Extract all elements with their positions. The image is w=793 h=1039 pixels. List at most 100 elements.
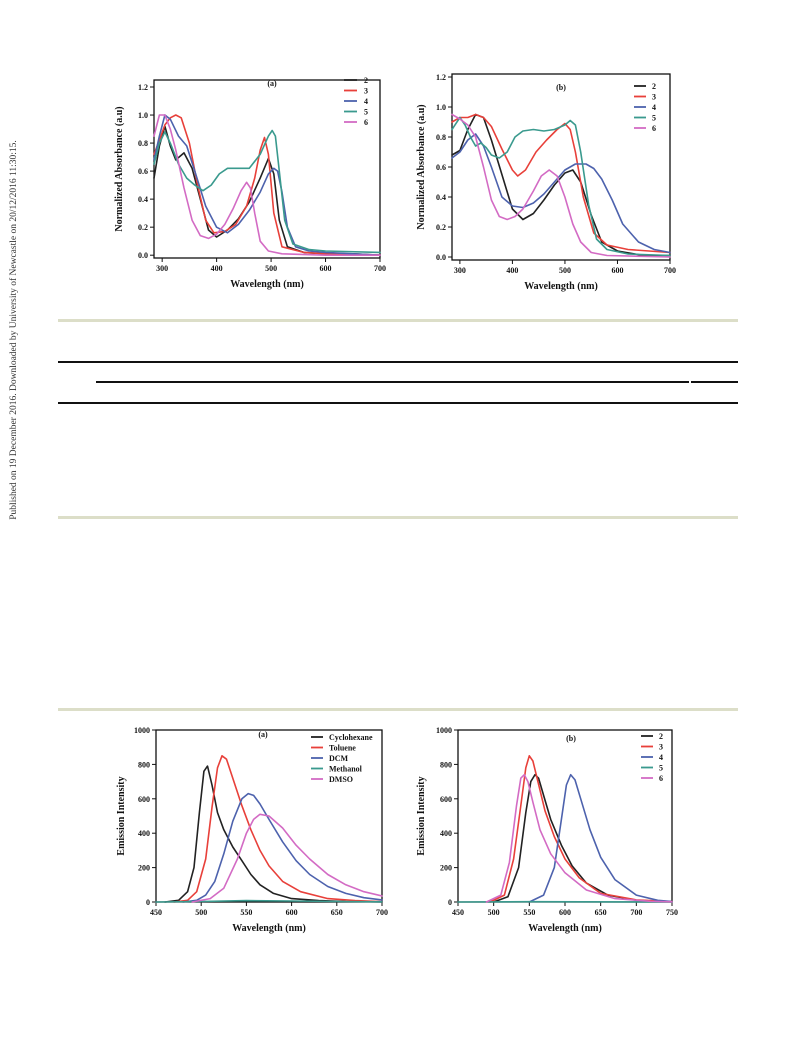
legend-label: 3 — [364, 87, 368, 96]
legend-label: 2 — [364, 76, 368, 85]
x-tick-label: 700 — [630, 908, 642, 917]
series-line-6 — [153, 114, 381, 256]
legend-label: 2 — [659, 732, 663, 741]
x-tick-label: 500 — [195, 908, 207, 917]
table-column-rule — [96, 381, 689, 383]
citation-text: Published on 19 December 2016. Downloade… — [9, 140, 19, 520]
y-axis-label: Emission Intensity — [416, 776, 427, 855]
emission-chart-b: 450 500 550 600 650 700 750 0 200 400 600 800 1000 Wa… — [416, 726, 678, 934]
emission-chart-a: 450 500 550 600 650 700 0 200 400 600 800 1000 Wavel… — [116, 726, 388, 934]
x-tick-label: 700 — [664, 266, 676, 275]
x-tick-label: 550 — [523, 908, 535, 917]
legend-label: 6 — [659, 774, 663, 783]
x-axis-label: Wavelength (nm) — [232, 923, 306, 934]
x-tick-label: 650 — [595, 908, 607, 917]
y-tick-label: 400 — [440, 829, 452, 838]
legend-label: 6 — [652, 124, 656, 133]
series-line-cyclohexane — [164, 765, 383, 903]
series-line-dmso — [191, 813, 383, 903]
y-tick-label: 1000 — [436, 726, 452, 735]
series-line-5 — [451, 116, 671, 257]
y-tick-label: 1000 — [134, 726, 150, 735]
y-tick-label: 0.0 — [138, 251, 148, 260]
table-column-rule-right — [691, 381, 738, 383]
panel-label: (b) — [566, 734, 576, 743]
y-axis-label: Normalized Absorbance (a.u) — [114, 106, 125, 231]
x-axis-label: Wavelength (nm) — [230, 279, 304, 290]
legend-label: 5 — [364, 108, 368, 117]
x-tick-label: 400 — [211, 264, 223, 273]
y-axis-label: Emission Intensity — [116, 776, 127, 855]
legend-label: 5 — [659, 764, 663, 773]
series-line-3 — [489, 754, 673, 903]
y-tick-label: 0.0 — [436, 253, 446, 262]
series-line-toluene — [173, 754, 383, 903]
y-tick-label: 0.4 — [436, 193, 446, 202]
x-tick-label: 300 — [156, 264, 168, 273]
series-line-2 — [492, 773, 673, 903]
x-axis-label: Wavelength (nm) — [524, 281, 598, 292]
x-tick-label: 500 — [559, 266, 571, 275]
panel-label: (b) — [556, 83, 566, 92]
series-line-4 — [451, 133, 671, 254]
x-tick-label: 500 — [488, 908, 500, 917]
table-top-rule — [58, 361, 738, 363]
legend-label: 3 — [659, 743, 663, 752]
y-tick-label: 800 — [440, 760, 452, 769]
y-tick-label: 1.0 — [436, 103, 446, 112]
y-tick-label: 400 — [138, 829, 150, 838]
plot-frame — [155, 729, 383, 903]
absorbance-chart-a: 300 400 500 600 700 0.0 0.2 0.4 0.6 0.8 1.0 1.2 Wave… — [114, 76, 386, 290]
y-tick-label: 0.6 — [138, 167, 148, 176]
x-tick-label: 450 — [452, 908, 464, 917]
legend-label: 4 — [364, 97, 368, 106]
y-tick-label: 1.0 — [138, 111, 148, 120]
y-tick-label: 600 — [138, 795, 150, 804]
x-tick-label: 700 — [376, 908, 388, 917]
y-tick-label: 0.2 — [436, 223, 446, 232]
x-tick-label: 450 — [150, 908, 162, 917]
legend-label: Methanol — [329, 765, 363, 774]
series-line-6 — [451, 113, 671, 258]
series-line-3 — [153, 114, 381, 256]
absorbance-chart-b: 300 400 500 600 700 0.0 0.2 0.4 0.6 0.8 1.0 1.2 Wave… — [416, 73, 676, 292]
citation-sidebar: Published on 19 December 2016. Downloade… — [0, 0, 28, 1039]
x-tick-label: 300 — [454, 266, 466, 275]
x-tick-label: 600 — [559, 908, 571, 917]
x-tick-label: 500 — [265, 264, 277, 273]
y-tick-label: 0.8 — [436, 133, 446, 142]
x-tick-label: 550 — [240, 908, 252, 917]
section-divider — [58, 319, 738, 322]
y-tick-label: 0.8 — [138, 139, 148, 148]
section-divider — [58, 516, 738, 519]
table-bottom-rule — [58, 402, 738, 404]
y-tick-label: 800 — [138, 760, 150, 769]
plot-frame — [457, 729, 673, 903]
legend-label: 6 — [364, 118, 368, 127]
x-tick-label: 600 — [286, 908, 298, 917]
panel-label: (a) — [267, 79, 277, 88]
section-divider — [58, 708, 738, 711]
x-tick-label: 700 — [374, 264, 386, 273]
y-tick-label: 600 — [440, 795, 452, 804]
series-line-4 — [153, 114, 381, 256]
legend-label: Cyclohexane — [329, 733, 373, 742]
x-tick-label: 400 — [506, 266, 518, 275]
legend-label: DCM — [329, 754, 349, 763]
legend-label: Toluene — [329, 744, 356, 753]
y-tick-label: 0.6 — [436, 163, 446, 172]
legend-label: 2 — [652, 82, 656, 91]
y-tick-label: 0.2 — [138, 223, 148, 232]
x-axis-label: Wavelength (nm) — [528, 923, 602, 934]
legend-label: 5 — [652, 114, 656, 123]
y-tick-label: 0 — [146, 898, 150, 907]
legend-label: DMSO — [329, 775, 353, 784]
series-line-5 — [153, 129, 381, 254]
y-tick-label: 0.4 — [138, 195, 148, 204]
legend-label: 4 — [659, 753, 663, 762]
plot-frame — [153, 79, 381, 259]
panel-label: (a) — [258, 730, 268, 739]
y-tick-label: 0 — [448, 898, 452, 907]
series-line-dcm — [182, 792, 383, 903]
plot-frame — [451, 73, 671, 261]
